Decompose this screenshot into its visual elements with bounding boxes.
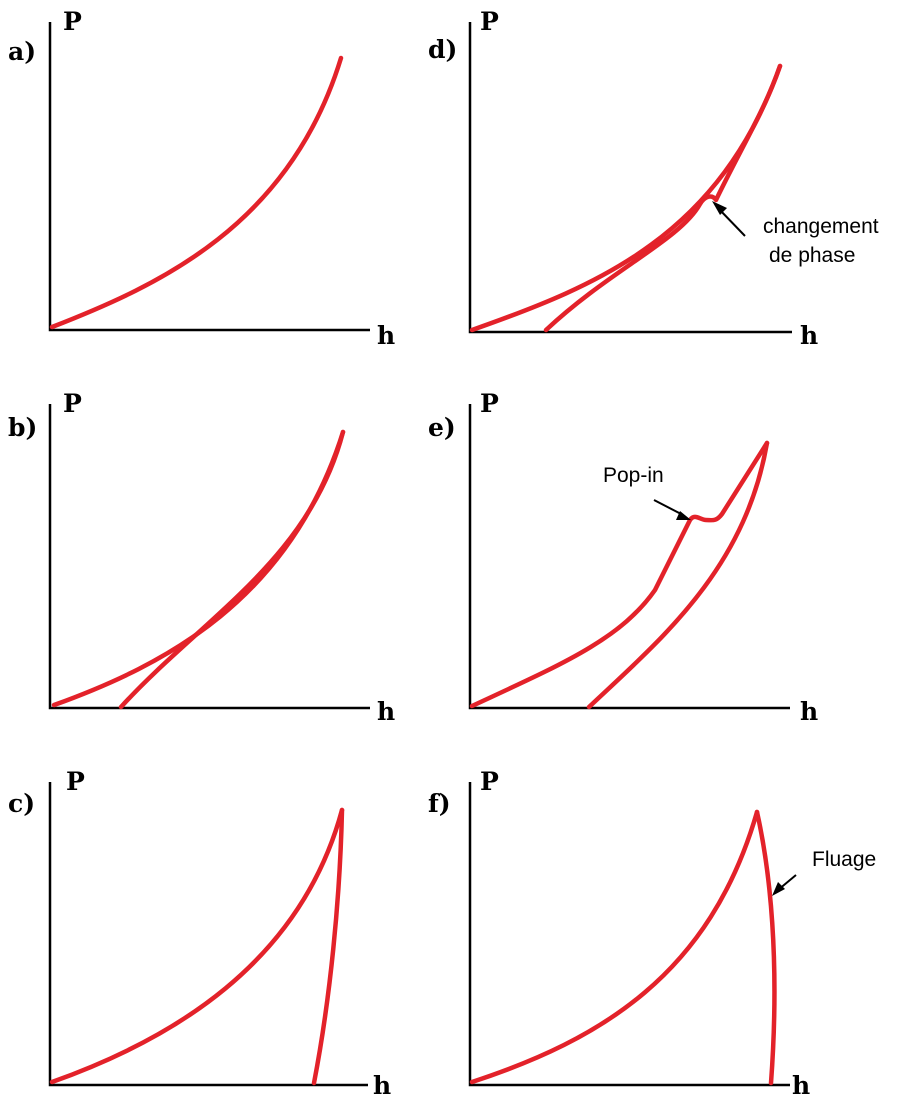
creep-label: Fluage	[812, 848, 876, 871]
axes-e	[468, 404, 790, 710]
y-axis-label-b: P	[63, 389, 82, 418]
creep-arrowhead	[772, 882, 785, 896]
unloading-curve-e	[586, 440, 770, 710]
panel-c: c) P h	[8, 767, 391, 1099]
loading-curve-c	[49, 807, 345, 1085]
loading-curve-f	[469, 809, 760, 1085]
pop-in-label: Pop-in	[603, 464, 664, 487]
panel-b: b) P h	[8, 389, 395, 726]
y-axis-label-f: P	[480, 767, 499, 796]
panel-e: e) P h Pop-in	[428, 389, 818, 726]
creep-unloading-curve-f	[754, 809, 777, 1086]
loading-curve-a	[49, 55, 344, 330]
axes-d	[468, 22, 792, 334]
panel-letter-a: a)	[8, 37, 36, 66]
x-axis-label-c: h	[373, 1071, 391, 1099]
phase-change-label-line1: changement	[763, 215, 879, 238]
axes-c	[48, 782, 368, 1087]
axes-f	[468, 782, 790, 1087]
y-axis-label-e: P	[480, 389, 499, 418]
panel-letter-f: f)	[428, 789, 451, 818]
pop-in-arrow-shaft	[653, 499, 684, 516]
unloading-curve-c	[311, 807, 345, 1086]
phase-change-arrowhead	[712, 201, 727, 215]
y-axis-label-d: P	[480, 7, 499, 36]
axes-a	[48, 22, 370, 332]
y-axis-label-a: P	[63, 7, 82, 36]
panel-d: d) P h changement de phase	[428, 7, 879, 350]
y-axis-label-c: P	[66, 767, 85, 796]
loading-curve-b	[51, 429, 346, 708]
panel-f: f) P h Fluage	[428, 767, 876, 1099]
x-axis-label-d: h	[800, 321, 818, 350]
axes-b	[48, 404, 370, 710]
panel-letter-e: e)	[428, 413, 456, 442]
phase-change-arrow-shaft	[717, 207, 746, 237]
panel-letter-d: d)	[428, 35, 457, 64]
unloading-curve-b	[118, 429, 346, 710]
loading-curve-e	[469, 440, 770, 709]
panel-a: a) P h	[8, 7, 395, 350]
x-axis-label-e: h	[800, 697, 818, 726]
x-axis-label-a: h	[377, 321, 395, 350]
x-axis-label-f: h	[792, 1071, 810, 1099]
phase-change-label-line2: de phase	[769, 244, 855, 267]
pop-in-arrowhead	[676, 511, 691, 520]
x-axis-label-b: h	[377, 697, 395, 726]
panel-letter-b: b)	[8, 413, 37, 442]
unloading-curve-d	[543, 63, 783, 333]
loading-curve-d	[469, 63, 783, 333]
panel-letter-c: c)	[8, 789, 35, 818]
